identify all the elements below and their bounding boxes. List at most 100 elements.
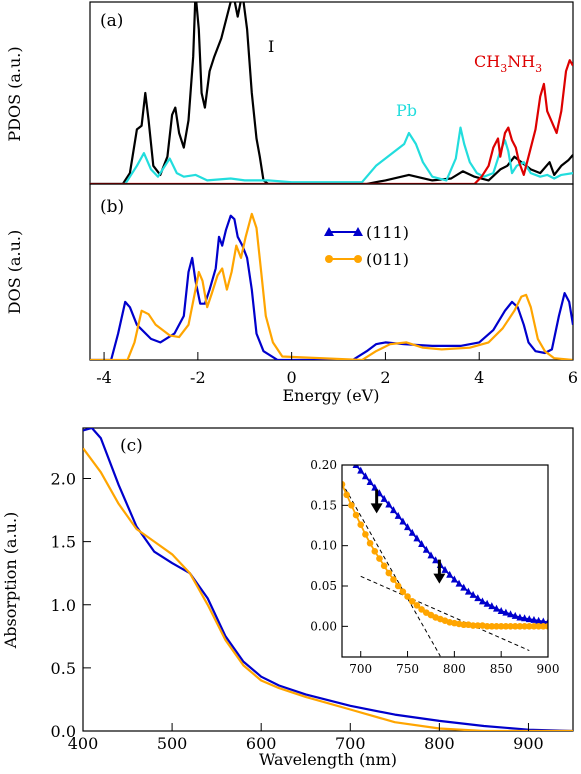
inset-y-tick-label: 0.10 xyxy=(310,539,337,553)
inset-x-tick-label: 700 xyxy=(349,662,372,676)
label-ch3nh3-sub2: 3 xyxy=(535,62,542,75)
inset-y-tick-label: 0.20 xyxy=(310,458,337,472)
panel-c-series xyxy=(83,428,573,731)
panel-a-label: (a) xyxy=(100,11,123,31)
dos-series-111-line xyxy=(90,214,573,360)
inset-x-tick-label: 750 xyxy=(396,662,419,676)
inset-point-011 xyxy=(390,576,397,583)
inset-point-011 xyxy=(357,521,365,528)
inset-point-111 xyxy=(478,597,486,605)
y-tick-label: 1.5 xyxy=(51,533,76,552)
inset-point-011 xyxy=(488,623,496,630)
inset-point-111 xyxy=(343,450,350,457)
inset-y-tick-label: 0.05 xyxy=(310,579,337,593)
x-tick-label: 2 xyxy=(380,368,390,387)
inset-point-111 xyxy=(455,579,463,587)
panel-c-frame xyxy=(82,427,574,732)
inset-point-011 xyxy=(418,606,425,613)
inset-x-tick-label: 800 xyxy=(443,662,466,676)
x-tick-label: 700 xyxy=(335,734,366,753)
panel-a-ylabel: PDOS (a.u.) xyxy=(5,46,24,141)
panel-b-frame xyxy=(89,183,574,361)
x-tick-label: 6 xyxy=(568,368,578,387)
x-tick-label: -4 xyxy=(96,368,112,387)
inset-point-111 xyxy=(380,494,388,502)
inset-point-111 xyxy=(483,599,491,607)
series-pb-line xyxy=(90,126,573,184)
inset-fit-line xyxy=(342,482,441,657)
inset-point-111 xyxy=(366,477,374,485)
legend-011-marker-left xyxy=(325,255,333,263)
panel-c: 400 500 600 700 800 900 0.0 0.5 1.0 1.5 2.0 (c) Ab… xyxy=(1,427,574,769)
x-tick-label: 4 xyxy=(474,368,484,387)
label-pb: Pb xyxy=(396,101,417,120)
inset-point-011 xyxy=(474,622,482,629)
inset-point-111 xyxy=(339,445,346,452)
inset-point-111 xyxy=(348,455,355,462)
inset-point-011 xyxy=(371,548,379,555)
legend-011-marker-right xyxy=(354,255,362,263)
inset-point-111 xyxy=(399,517,407,525)
panel-b-x-ticks: -4 -2 0 2 4 6 xyxy=(96,352,578,387)
x-tick-label: 400 xyxy=(68,734,99,753)
inset-point-011 xyxy=(525,623,533,630)
x-tick-label: -2 xyxy=(190,368,206,387)
panel-c-label: (c) xyxy=(120,436,143,456)
inset-point-111 xyxy=(361,472,369,480)
inset-y-tick-label: 0.15 xyxy=(310,498,337,512)
inset-point-111 xyxy=(446,570,454,578)
inset-point-011 xyxy=(540,623,547,630)
label-ch3nh3-part2: NH xyxy=(507,52,535,71)
y-tick-label: 0.5 xyxy=(51,659,76,678)
inset-x-tick-label: 850 xyxy=(490,662,513,676)
inset-point-011 xyxy=(366,539,374,547)
inset-point-111 xyxy=(404,523,412,531)
panel-b-label: (b) xyxy=(100,197,124,217)
inset-point-011 xyxy=(399,588,407,595)
inset-arrow-head xyxy=(433,573,446,584)
inset-point-111 xyxy=(371,483,379,491)
label-ch3nh3-sub1: 3 xyxy=(500,62,507,75)
inset-point-011 xyxy=(385,569,393,577)
legend: (111) (011) xyxy=(324,223,409,269)
inset-point-011 xyxy=(380,562,388,570)
x-tick-label: 600 xyxy=(246,734,277,753)
legend-111-label: (111) xyxy=(366,223,409,242)
inset-point-011 xyxy=(535,623,542,630)
x-tick-label: 0 xyxy=(287,368,297,387)
inset-point-111 xyxy=(352,465,360,468)
inset-point-111 xyxy=(432,556,440,564)
inset-point-011 xyxy=(502,623,510,630)
panel-b-series xyxy=(90,212,573,360)
inset-point-111 xyxy=(488,602,496,610)
x-tick-label: 800 xyxy=(424,734,455,753)
inset-fit-lines xyxy=(342,482,530,657)
inset-point-111 xyxy=(422,545,430,553)
inset-point-111 xyxy=(535,616,543,624)
inset-point-111 xyxy=(525,615,533,623)
x-tick-label: 900 xyxy=(513,734,544,753)
panel-b-xlabel: Energy (eV) xyxy=(283,386,380,405)
inset-arrow-head xyxy=(370,503,383,514)
inset-ticks: 700 750 800 850 900 0.00 0.05 0.10 0.15 0.20 xyxy=(310,458,559,676)
inset-point-011 xyxy=(530,623,538,630)
inset-point-111 xyxy=(385,500,393,508)
series-ch3nh3-line xyxy=(90,59,573,184)
inset-x-tick-label: 900 xyxy=(537,662,560,676)
inset-fit-line xyxy=(360,575,530,652)
inset-point-011 xyxy=(507,623,514,630)
inset-point-111 xyxy=(502,608,510,616)
inset-point-111 xyxy=(460,583,468,591)
inset-point-011 xyxy=(343,491,350,499)
legend-011-label: (011) xyxy=(366,250,409,269)
inset-point-111 xyxy=(493,604,500,612)
panel-b-ylabel: DOS (a.u.) xyxy=(5,230,24,315)
inset: 700 750 800 850 900 0.00 0.05 0.10 0.15 0.20 xyxy=(310,445,559,676)
inset-point-111 xyxy=(516,613,524,621)
inset-point-111 xyxy=(511,611,519,619)
inset-point-111 xyxy=(441,565,449,573)
inset-point-011 xyxy=(348,502,355,509)
inset-point-011 xyxy=(376,555,383,562)
inset-point-011 xyxy=(408,598,416,605)
panel-a-series xyxy=(90,2,573,184)
